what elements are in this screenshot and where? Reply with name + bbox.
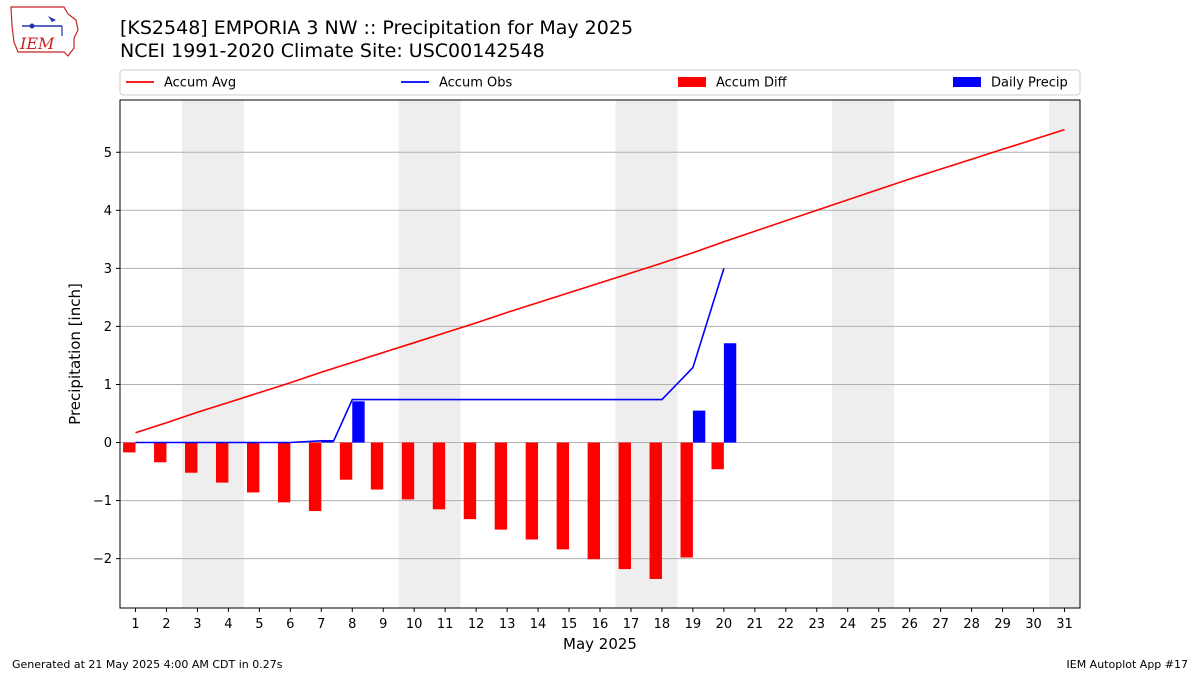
accum-diff-bar xyxy=(463,442,477,520)
chart-title: [KS2548] EMPORIA 3 NW :: Precipitation f… xyxy=(120,17,634,39)
accum-diff-bar xyxy=(711,442,724,470)
x-tick-label: 30 xyxy=(1025,617,1042,632)
x-tick-label: 21 xyxy=(747,617,764,632)
x-tick-label: 22 xyxy=(778,617,795,632)
weekend-shade xyxy=(398,100,461,608)
x-tick-label: 8 xyxy=(348,617,356,632)
accum-diff-bar xyxy=(494,442,508,530)
y-tick-label: −1 xyxy=(93,494,112,509)
accum-diff-bar xyxy=(154,442,167,463)
legend-box xyxy=(119,69,1081,96)
weekend-shade xyxy=(181,100,244,608)
x-tick-label: 12 xyxy=(468,617,485,632)
accum-diff-bar xyxy=(370,442,384,490)
x-tick-label: 27 xyxy=(932,617,949,632)
accum-diff-bar xyxy=(216,442,229,483)
x-tick-label: 29 xyxy=(994,617,1011,632)
state-outline-icon xyxy=(10,6,79,57)
logo-text: IEM xyxy=(19,34,55,53)
x-tick-label: 19 xyxy=(685,617,702,632)
iem-logo: IEM xyxy=(10,6,79,57)
weekend-shade xyxy=(1049,100,1080,608)
accum-diff-bar xyxy=(525,442,539,540)
daily-precip-bar xyxy=(321,440,334,443)
x-tick-label: 23 xyxy=(809,617,826,632)
x-tick-label: 16 xyxy=(592,617,609,632)
x-tick-label: 9 xyxy=(379,617,387,632)
legend-label: Daily Precip xyxy=(991,76,1068,91)
legend-swatch-bar xyxy=(678,77,706,87)
y-tick-label: 1 xyxy=(104,378,112,393)
accum-diff-bar xyxy=(246,442,260,493)
accum-diff-bar xyxy=(432,442,446,510)
x-tick-label: 24 xyxy=(839,617,856,632)
x-tick-label: 15 xyxy=(561,617,578,632)
accum-diff-bar xyxy=(556,442,570,550)
x-tick-label: 25 xyxy=(870,617,887,632)
y-tick-label: −2 xyxy=(93,552,112,567)
daily-precip-bar xyxy=(692,410,706,443)
legend-label: Accum Avg xyxy=(164,76,236,91)
accum-diff-bar xyxy=(649,442,662,579)
x-tick-label: 31 xyxy=(1056,617,1073,632)
x-tick-label: 11 xyxy=(437,617,454,632)
accum-diff-bar xyxy=(680,442,693,558)
x-axis-label: May 2025 xyxy=(563,635,637,653)
y-tick-label: 5 xyxy=(104,146,112,161)
x-tick-label: 6 xyxy=(286,617,294,632)
y-tick-label: 3 xyxy=(104,262,112,277)
x-tick-label: 10 xyxy=(406,617,423,632)
accum-diff-bar xyxy=(339,442,353,480)
daily-precip-bar xyxy=(352,401,365,443)
x-tick-label: 18 xyxy=(654,617,671,632)
legend-label: Accum Obs xyxy=(439,76,512,91)
accum-diff-bar xyxy=(185,442,198,473)
y-tick-label: 0 xyxy=(104,436,112,451)
daily-precip-bar xyxy=(723,343,737,443)
x-tick-label: 20 xyxy=(716,617,733,632)
x-tick-label: 5 xyxy=(255,617,263,632)
accum-obs-line xyxy=(135,268,725,444)
y-axis-label: Precipitation [inch] xyxy=(66,283,84,425)
accum-diff-bar xyxy=(123,442,136,453)
app-credit: IEM Autoplot App #17 xyxy=(1066,658,1189,671)
generated-note: Generated at 21 May 2025 4:00 AM CDT in … xyxy=(12,658,283,671)
x-tick-label: 1 xyxy=(131,617,139,632)
x-tick-label: 28 xyxy=(963,617,980,632)
x-tick-label: 14 xyxy=(530,617,547,632)
accum-diff-bar xyxy=(401,442,415,500)
y-tick-label: 4 xyxy=(104,204,112,219)
y-tick-label: 2 xyxy=(104,320,112,335)
x-tick-label: 4 xyxy=(224,617,232,632)
weekend-shade xyxy=(832,100,895,608)
x-tick-label: 13 xyxy=(499,617,516,632)
chart-subtitle: NCEI 1991-2020 Climate Site: USC00142548 xyxy=(120,40,545,62)
x-tick-label: 2 xyxy=(162,617,170,632)
legend-label: Accum Diff xyxy=(716,76,788,91)
accum-avg-line xyxy=(135,128,1065,434)
x-tick-label: 3 xyxy=(193,617,201,632)
x-tick-label: 7 xyxy=(317,617,325,632)
x-tick-label: 17 xyxy=(623,617,640,632)
accum-diff-bar xyxy=(618,442,631,570)
accum-diff-bar xyxy=(308,442,322,512)
legend-swatch-bar xyxy=(953,77,981,87)
x-tick-label: 26 xyxy=(901,617,918,632)
accum-diff-bar xyxy=(587,442,600,560)
accum-diff-bar xyxy=(277,442,291,503)
